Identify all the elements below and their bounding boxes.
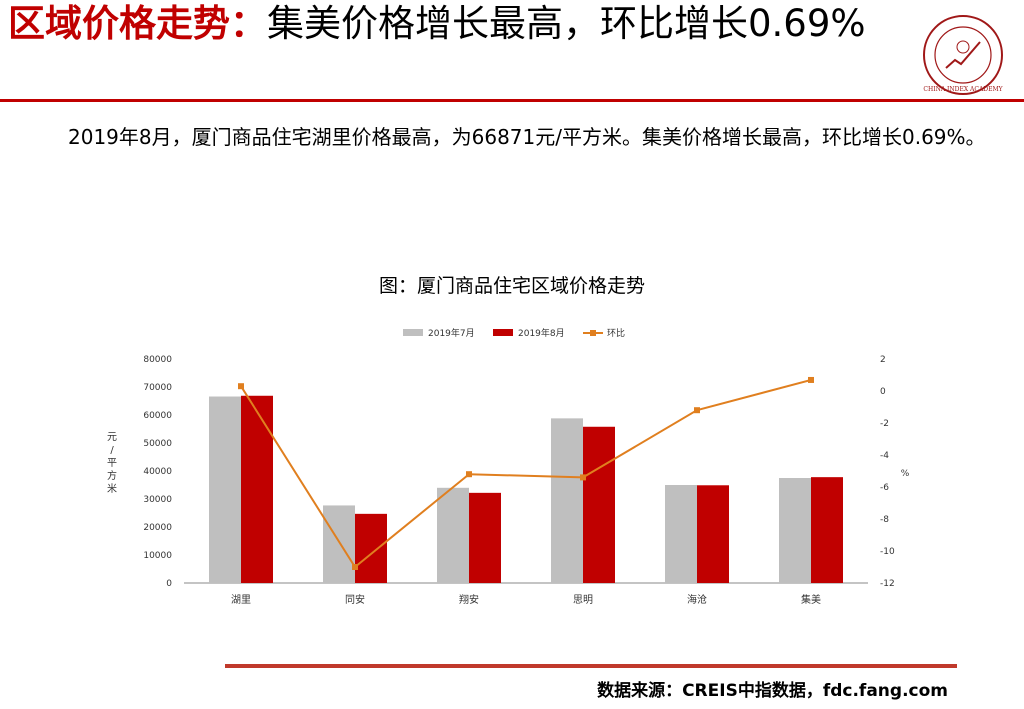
- svg-text:CHINA INDEX ACADEMY: CHINA INDEX ACADEMY: [923, 86, 1003, 93]
- data-source: 数据来源：CREIS中指数据，fdc.fang.com: [597, 681, 948, 701]
- y-tick-label: 0: [166, 579, 172, 589]
- bar-2019-08: [469, 492, 501, 583]
- bar-2019-07: [437, 487, 469, 583]
- legend-label-mom: 环比: [607, 327, 625, 339]
- page-title-accent: 区域价格走势：: [8, 2, 267, 45]
- mom-line: [240, 378, 812, 569]
- mom-point: [694, 407, 700, 414]
- bar-2019-08: [811, 477, 843, 583]
- y-axis-label-char: 方: [107, 469, 117, 482]
- bar-2019-07: [323, 505, 355, 583]
- y-tick-label: 20000: [143, 523, 172, 533]
- legend-swatch-2019-08: [493, 329, 513, 336]
- x-tick-label: 同安: [345, 593, 365, 606]
- summary-paragraph: 2019年8月，厦门商品住宅湖里价格最高，为66871元/平方米。集美价格增长最…: [68, 125, 986, 149]
- mom-point: [808, 376, 814, 383]
- x-tick-label: 海沧: [687, 593, 707, 606]
- legend-swatch-2019-07: [403, 329, 423, 336]
- x-tick-label: 翔安: [459, 593, 479, 606]
- y-tick-label: 40000: [143, 467, 172, 477]
- y2-tick-label: -12: [880, 579, 895, 589]
- x-tick-label: 集美: [801, 593, 821, 606]
- y2-tick-label: -10: [880, 547, 895, 557]
- mom-point: [580, 474, 586, 481]
- x-tick-label: 湖里: [231, 594, 251, 606]
- mom-point: [352, 564, 358, 570]
- y2-tick-label: -2: [880, 419, 889, 429]
- legend-label-2019-08: 2019年8月: [518, 327, 565, 339]
- y-axis-label-char: 平: [107, 458, 117, 469]
- y2-tick-label: -8: [880, 515, 889, 525]
- bar-2019-08: [697, 485, 729, 583]
- y-tick-label: 10000: [143, 551, 172, 561]
- page-title: 区域价格走势：集美价格增长最高，环比增长0.69%: [8, 2, 908, 46]
- bar-2019-07: [551, 418, 583, 583]
- bar-2019-07: [209, 396, 241, 583]
- x-tick-label: 思明: [573, 594, 593, 606]
- y2-tick-label: 2: [880, 355, 886, 365]
- y-tick-label: 80000: [143, 355, 172, 365]
- y-axis-label-char: 元: [107, 432, 117, 443]
- page-title-rest: 集美价格增长最高，环比增长0.69%: [267, 2, 866, 45]
- bar-2019-08: [241, 395, 273, 583]
- y-tick-label: 60000: [143, 411, 172, 421]
- y-tick-label: 70000: [143, 383, 172, 393]
- bar-2019-08: [355, 513, 387, 583]
- y2-tick-label: -6: [880, 483, 889, 493]
- mom-point: [238, 383, 244, 390]
- y2-tick-label: 0: [880, 387, 886, 397]
- footer-divider: [225, 664, 957, 668]
- y2-tick-label: -4: [880, 451, 889, 461]
- bar-2019-08: [583, 426, 615, 583]
- y2-axis-label: %: [901, 469, 910, 479]
- y-tick-label: 50000: [143, 439, 172, 449]
- title-divider: [0, 99, 1024, 102]
- y-axis-label-char: /: [110, 445, 114, 456]
- mom-point: [466, 471, 472, 478]
- legend-label-2019-07: 2019年7月: [428, 327, 475, 339]
- legend-marker-mom: [590, 330, 596, 336]
- chart-title: 图：厦门商品住宅区域价格走势: [378, 275, 645, 297]
- china-index-academy-logo: CHINA INDEX ACADEMY: [923, 15, 1004, 95]
- y-tick-label: 30000: [143, 495, 172, 505]
- bar-2019-07: [665, 485, 697, 583]
- bar-2019-07: [779, 478, 811, 583]
- y-axis-label-char: 米: [107, 482, 117, 495]
